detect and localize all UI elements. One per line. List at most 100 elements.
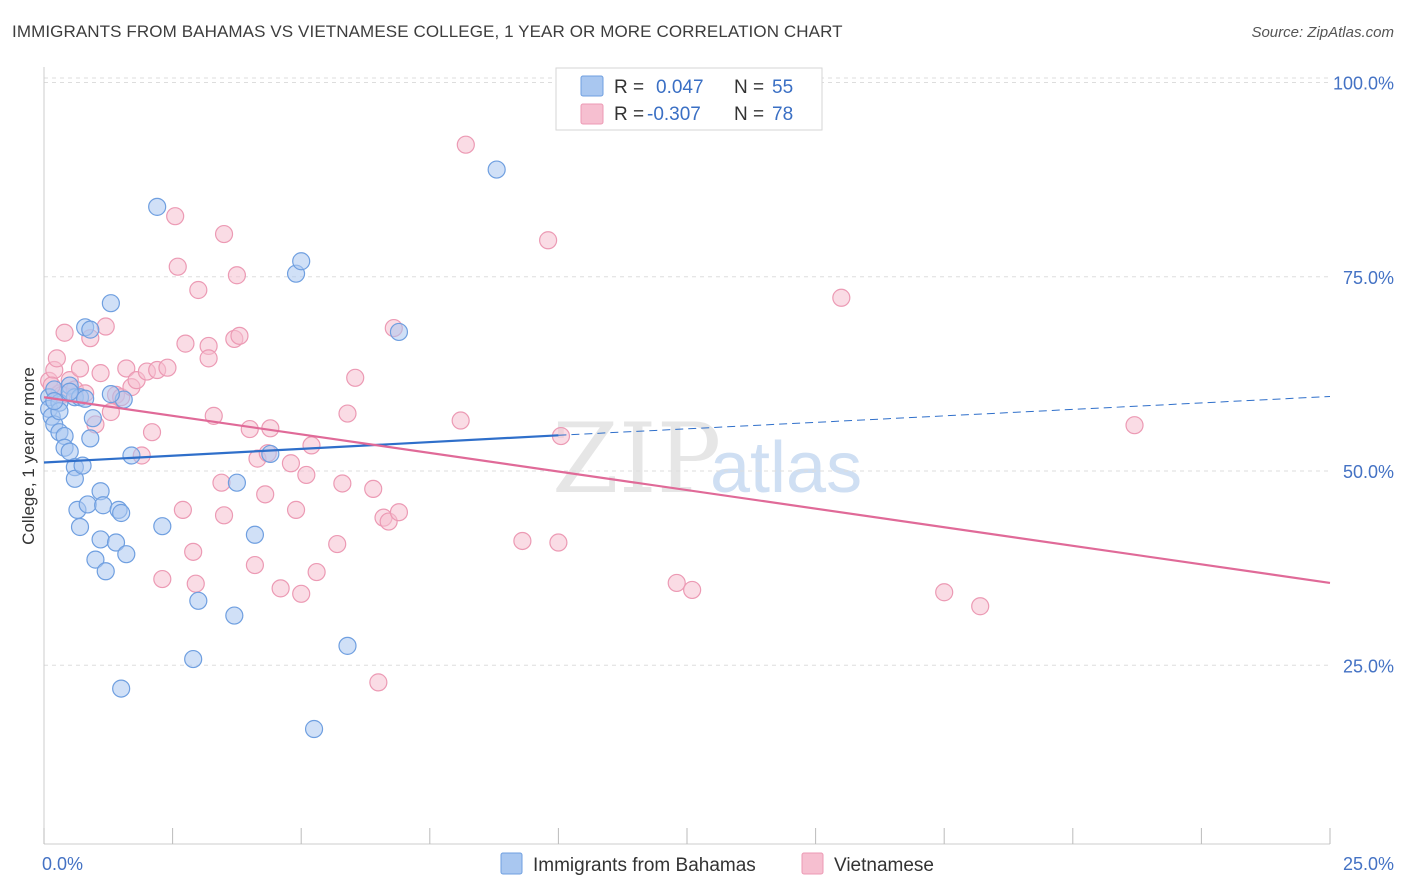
vietnamese-point-62 [389, 503, 409, 522]
legend-r-label-1: R = [614, 77, 644, 98]
legend-swatch-blue [580, 75, 604, 97]
y-tick-label-2: 75.0% [1343, 268, 1394, 288]
bahamas-point-20 [81, 320, 100, 339]
vietnamese-point-75 [971, 597, 990, 616]
y-axis-label: College, 1 year or more [19, 367, 38, 545]
y-tick-label-0: 25.0% [1343, 656, 1394, 676]
bahamas-point-35 [148, 197, 167, 216]
vietnamese-point-69 [549, 533, 568, 552]
bahamas-point-19 [78, 495, 97, 514]
bahamas-point-49 [60, 382, 79, 401]
vietnamese-point-8 [70, 359, 90, 378]
bottom-legend: Immigrants from Bahamas Vietnamese [500, 852, 934, 876]
bahamas-point-9 [60, 442, 79, 461]
bahamas-point-44 [261, 444, 280, 464]
bahamas-point-40 [227, 473, 246, 492]
vietnamese-point-22 [142, 423, 162, 442]
vietnamese-point-58 [346, 368, 365, 387]
gridlines [44, 77, 1330, 666]
y-tick-label-3: 100.0% [1333, 74, 1394, 94]
bahamas-point-47 [389, 322, 409, 342]
vietnamese-point-50 [286, 500, 306, 519]
bahamas-point-46 [338, 636, 357, 655]
vietnamese-point-57 [338, 404, 357, 423]
vietnamese-point-72 [683, 580, 702, 600]
trend-line-vietnamese [43, 396, 1331, 585]
bahamas-point-45 [304, 719, 324, 739]
bahamas-point-25 [96, 562, 115, 581]
vietnamese-point-54 [307, 562, 326, 582]
source-note: Source: ZipAtlas.com [1251, 24, 1394, 41]
trend-line-bahamas [43, 434, 559, 464]
vietnamese-point-53 [297, 465, 316, 485]
vietnamese-point-65 [451, 411, 470, 430]
bahamas-point-26 [94, 496, 113, 515]
bahamas-point-41 [245, 525, 265, 544]
vietnamese-point-28 [173, 500, 192, 519]
series-bahamas-points [40, 160, 506, 739]
vietnamese-point-5 [55, 323, 74, 342]
x-tick-label-1: 25.0% [1343, 854, 1394, 874]
bahamas-point-28 [106, 533, 126, 552]
series-vietnamese-points [40, 135, 1144, 692]
vietnamese-point-42 [240, 419, 259, 439]
vietnamese-point-59 [364, 479, 383, 499]
bahamas-point-43 [292, 252, 311, 271]
bottom-legend-swatch-bahamas [500, 852, 523, 875]
vietnamese-point-40 [227, 266, 246, 285]
vietnamese-point-49 [281, 454, 301, 473]
watermark-zip: ZIP [552, 403, 721, 515]
vietnamese-point-17 [117, 359, 136, 378]
bahamas-point-54 [101, 385, 120, 404]
bottom-legend-label-vietnamese: Vietnamese [834, 855, 934, 876]
bahamas-point-39 [225, 606, 244, 625]
vietnamese-point-27 [168, 257, 187, 276]
vietnamese-point-76 [1125, 416, 1144, 435]
vietnamese-point-26 [166, 207, 185, 226]
page-title: IMMIGRANTS FROM BAHAMAS VS VIETNAMESE CO… [12, 22, 843, 41]
vietnamese-point-2 [47, 349, 66, 368]
vietnamese-point-52 [302, 436, 321, 455]
legend-r-value-2: -0.307 [647, 104, 701, 125]
legend-r-label-2: R = [614, 104, 644, 125]
tick-labels: 25.0% 50.0% 75.0% 100.0% 0.0% 25.0% [42, 74, 1394, 874]
vietnamese-point-45 [256, 485, 275, 504]
bahamas-point-37 [184, 649, 203, 669]
vietnamese-point-56 [333, 474, 352, 493]
vietnamese-point-55 [328, 534, 347, 554]
vietnamese-point-74 [935, 583, 954, 602]
vietnamese-point-67 [513, 531, 532, 551]
vietnamese-point-48 [271, 579, 290, 598]
legend-swatch-pink [580, 103, 604, 125]
y-tick-label-1: 50.0% [1343, 462, 1394, 482]
vietnamese-point-41 [230, 326, 249, 345]
bahamas-point-34 [122, 446, 141, 465]
bahamas-point-21 [83, 409, 102, 428]
vietnamese-point-30 [184, 542, 203, 561]
bahamas-point-53 [45, 392, 64, 411]
watermark-atlas: atlas [710, 428, 862, 508]
bottom-legend-swatch-vietnamese [801, 852, 824, 875]
bahamas-point-31 [112, 503, 131, 523]
vietnamese-point-71 [667, 573, 686, 593]
vietnamese-point-25 [153, 569, 172, 589]
legend-n-value-2: 78 [772, 104, 793, 125]
bahamas-point-48 [487, 160, 506, 179]
x-tick-label-0: 0.0% [42, 854, 83, 874]
legend-n-value-1: 55 [772, 77, 793, 98]
legend-box: R = 0.047 N = 55 R = -0.307 N = 78 [555, 67, 823, 131]
vietnamese-point-34 [199, 349, 218, 368]
vietnamese-point-12 [91, 364, 110, 383]
legend-n-label-2: N = [734, 104, 764, 125]
vietnamese-point-24 [158, 358, 177, 377]
legend-r-value-1: 0.047 [656, 77, 704, 98]
bahamas-point-36 [153, 517, 172, 536]
bottom-legend-label-bahamas: Immigrants from Bahamas [533, 855, 756, 876]
vietnamese-point-51 [292, 584, 311, 603]
trend-lines [43, 395, 1331, 585]
vietnamese-point-68 [539, 231, 558, 250]
bahamas-point-52 [81, 429, 100, 448]
vietnamese-point-29 [176, 334, 195, 353]
vietnamese-point-43 [245, 555, 265, 575]
